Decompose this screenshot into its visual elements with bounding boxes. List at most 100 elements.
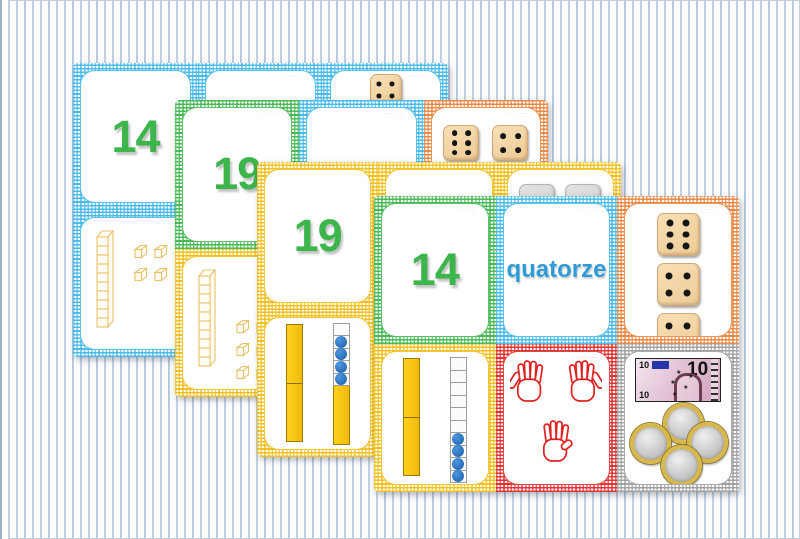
die-pip (682, 231, 690, 238)
page-left-edge (0, 0, 8, 539)
note-value-topleft: 10 (639, 360, 650, 370)
die-pip (683, 272, 691, 280)
base-ten-blocks (81, 218, 190, 349)
unit-cell-empty (449, 407, 467, 421)
card-watermark: ········· (577, 355, 599, 360)
sheet-14-multicolor-cell-2: ········· (617, 196, 739, 344)
unit-cell-dot (332, 372, 350, 386)
rods-and-units (265, 318, 370, 450)
unit-cell-dot (449, 444, 467, 458)
finger-hands (504, 352, 610, 484)
note-star-icon: ★ (672, 392, 678, 398)
unit-cube-icon (133, 244, 149, 259)
die-pip (683, 322, 691, 330)
card-watermark: ········· (158, 221, 179, 226)
rods-card: ········· (381, 351, 489, 485)
blocks-card: ········· (80, 217, 191, 350)
die-pip (665, 289, 673, 297)
unit-cell-empty (449, 382, 467, 396)
eu-flag-icon (652, 361, 670, 369)
number-value: 19 (213, 148, 262, 200)
die-pip (683, 289, 691, 297)
unit-cube (153, 244, 169, 264)
word-card: ········· quatorze (502, 203, 611, 337)
die-4-icon (492, 125, 529, 161)
die-pip (682, 242, 690, 250)
sheet-14-multicolor: ········· 14 ········· quatorze ········· ···… (374, 196, 739, 492)
euro-money: 10 10 10 ★ ★ ★ ★ ★ (625, 352, 731, 484)
sheet-19-yellow-cell-0: ········· 19 (257, 162, 379, 310)
die-pip (666, 219, 674, 227)
unit-cube-icon (235, 341, 251, 357)
die-pip (389, 93, 395, 99)
unit-cube-icon (235, 364, 251, 380)
unit-cube (235, 364, 251, 385)
die-pip (389, 81, 395, 87)
unit-cell-dot (332, 335, 350, 349)
note-value-bottomleft: 10 (639, 390, 650, 400)
die-pip (514, 133, 521, 140)
sheet-14-multicolor-cell-0: ········· 14 (374, 196, 496, 344)
card-watermark: ········· (259, 111, 281, 116)
unit-cell-empty (332, 322, 350, 336)
hand-5-fingers-icon (569, 360, 603, 402)
die-pip (451, 149, 458, 156)
number-value: 14 (410, 244, 460, 295)
die-pip (682, 219, 690, 227)
note-star-icon: ★ (683, 385, 689, 391)
unit-cell-empty (449, 369, 467, 383)
die-pip (666, 231, 674, 238)
number-word: quatorze (506, 256, 607, 283)
unit-cube (235, 341, 251, 362)
unit-cube (235, 318, 251, 339)
five-rod (332, 385, 350, 445)
note-star-icon: ★ (670, 380, 676, 386)
unit-cube-icon (153, 267, 169, 282)
card-watermark: ········· (158, 74, 179, 79)
units-column (449, 357, 467, 484)
hands-bottom-row (504, 418, 610, 464)
note-star-icon: ★ (676, 370, 682, 376)
ten-rod-cubes-icon (197, 267, 217, 368)
rods-and-units (382, 352, 488, 484)
hand-5-fingers-icon (510, 360, 544, 402)
die-6-icon (656, 213, 700, 256)
card-watermark: ········· (338, 173, 360, 178)
die-pip (499, 146, 506, 153)
die-pip (465, 149, 472, 156)
rods-card: ········· (264, 316, 372, 450)
unit-cell-empty (449, 357, 467, 371)
sheet-14-multicolor-cell-1: ········· quatorze (495, 196, 618, 344)
dice-card: ········· (624, 203, 732, 337)
ten-euro-note: 10 10 10 ★ ★ ★ ★ ★ (635, 358, 722, 402)
die-pip (665, 322, 673, 330)
note-side-strip (711, 359, 719, 401)
die-pip (465, 130, 472, 137)
dice-group (625, 204, 731, 336)
units-cubes (133, 244, 169, 287)
card-watermark: ········· (698, 207, 720, 212)
card-watermark: ········· (581, 173, 602, 178)
one-euro-coin (661, 445, 703, 484)
number-card: ········· 14 (381, 203, 489, 337)
card-watermark: ········· (459, 173, 481, 178)
card-watermark: ········· (283, 74, 304, 79)
unit-cell-dot (449, 457, 467, 471)
unit-cell-dot (449, 469, 467, 483)
unit-cube-icon (235, 318, 251, 334)
unit-cube (153, 267, 169, 287)
units-column (332, 322, 350, 450)
unit-cube (235, 387, 251, 390)
unit-cell-dot (332, 347, 350, 361)
number-card: ········· 19 (264, 169, 372, 303)
die-4-icon (656, 263, 700, 306)
note-arch-icon (674, 373, 703, 401)
ten-rod (285, 323, 303, 442)
tens-stack (196, 267, 218, 374)
die-pip (665, 272, 673, 280)
card-watermark: ········· (408, 74, 429, 79)
unit-cell-dot (449, 432, 467, 446)
